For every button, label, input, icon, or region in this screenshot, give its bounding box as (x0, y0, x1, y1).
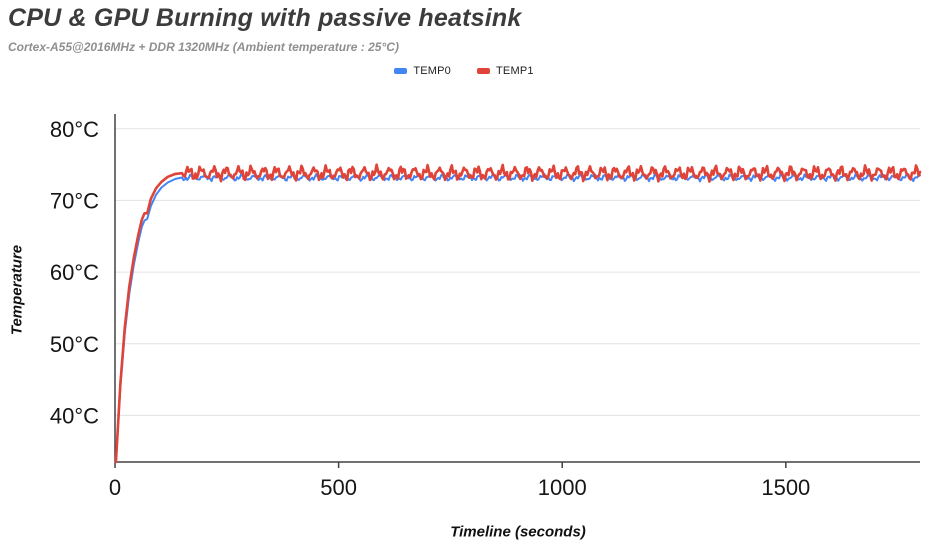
legend-label-temp1: TEMP1 (496, 65, 534, 77)
chart-legend: TEMP0 TEMP1 (0, 63, 928, 79)
x-tick-label: 1500 (761, 475, 810, 500)
legend-label-temp0: TEMP0 (413, 65, 451, 77)
y-tick-label: 60°C (50, 260, 99, 285)
series-line-temp1 (114, 163, 922, 464)
y-tick-label: 40°C (50, 403, 99, 428)
series-line-temp0 (114, 172, 921, 463)
temp0-series-marker-icon (394, 68, 408, 74)
chart-title: CPU & GPU Burning with passive heatsink (8, 4, 522, 32)
x-tick-label: 500 (320, 475, 357, 500)
chart-subtitle: Cortex-A55@2016MHz + DDR 1320MHz (Ambien… (8, 40, 399, 54)
y-tick-label: 50°C (50, 332, 99, 357)
x-tick-label: 1000 (538, 475, 587, 500)
x-tick-label: 0 (109, 475, 121, 500)
temp1-series-marker-icon (477, 68, 490, 74)
legend-item-temp0[interactable]: TEMP0 (394, 65, 451, 77)
legend-item-temp1[interactable]: TEMP1 (477, 65, 534, 77)
x-axis-title: Timeline (seconds) (450, 523, 586, 541)
y-tick-label: 80°C (50, 117, 99, 142)
y-tick-label: 70°C (50, 188, 99, 213)
